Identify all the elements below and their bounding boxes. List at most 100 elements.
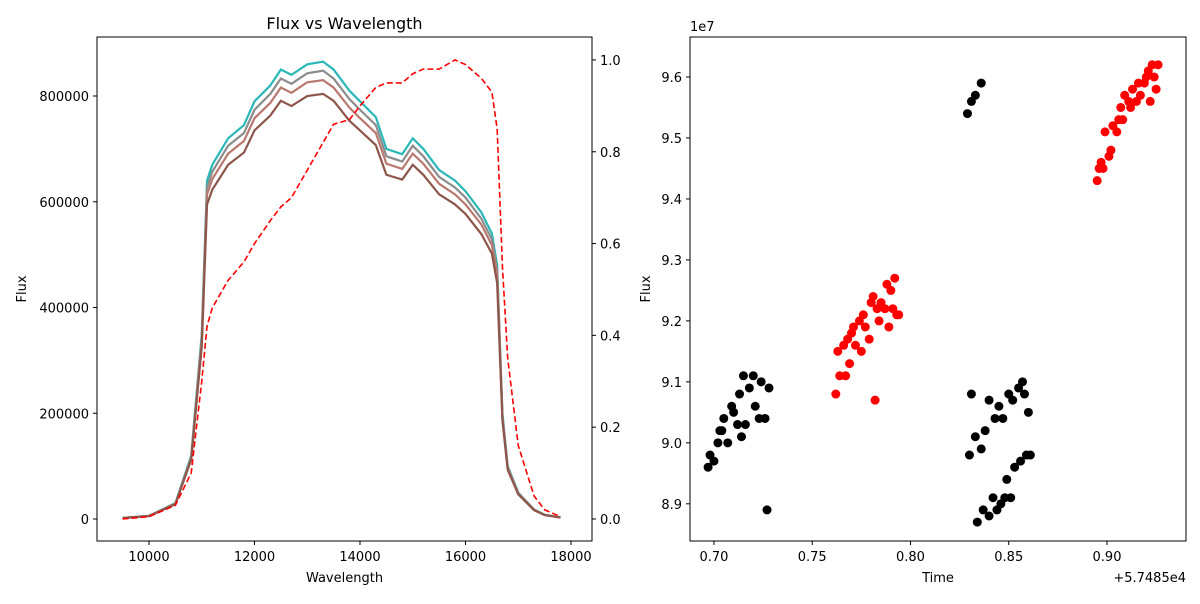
scatter-point [764,383,774,393]
scatter-point [1112,127,1122,137]
scatter-point [1023,407,1033,417]
scatter-point [1002,474,1012,484]
x-axis-label: Time [921,571,954,586]
scatter-point [744,383,754,393]
x-tick-label: 12000 [234,550,275,565]
scatter-point [1126,102,1136,112]
plot-area [122,59,561,520]
scatter-point [1008,395,1018,405]
line-series [122,92,561,520]
scatter-point [980,426,990,436]
scatter-point [894,310,904,320]
scatter-point [1025,450,1035,460]
scatter-point [1016,456,1026,466]
axes-frame [689,36,1187,542]
scatter-point [760,413,770,423]
scatter-point [750,401,760,411]
y-tick-label: 9.4 [661,193,682,208]
scatter-point [890,273,900,283]
scatter-point [841,371,851,381]
scatter-point [1135,90,1145,100]
scatter-point [880,304,890,314]
scatter-point [703,462,713,472]
y-tick-label: 9.1 [661,376,682,391]
scatter-point [1151,84,1161,94]
x-axis-label: Wavelength [306,571,383,586]
x-tick-label: 0.85 [994,550,1023,565]
y-tick-label: 9.3 [661,254,682,269]
x-tick-label: 0.80 [896,550,925,565]
scatter-point [1018,377,1028,387]
x-offset-label: +5.7485e4 [1113,571,1186,586]
y2-tick-label: 0.0 [600,513,621,528]
line-series [122,59,561,520]
x-tick-label: 18000 [550,550,591,565]
scatter-point [831,389,841,399]
scatter-point [1100,127,1110,137]
scatter-point [858,310,868,320]
scatter-point [833,346,843,356]
scatter-point [715,426,725,436]
scatter-point [860,322,870,332]
x-tick-label: 0.70 [699,550,728,565]
scatter-point [962,109,972,119]
scatter-point [1118,115,1128,125]
x-tick-label: 16000 [445,550,486,565]
scatter-point [850,340,860,350]
scatter-point [868,291,878,301]
scatter-point [748,371,758,381]
scatter-point [870,395,880,405]
scatter-point [988,493,998,503]
chart-title: Flux vs Wavelength [266,14,422,33]
y-tick-label: 0 [81,513,89,528]
y-tick-label: 9.5 [661,132,682,147]
x-tick-label: 10000 [128,550,169,565]
y-tick-label: 9.6 [661,71,682,86]
scatter-point [976,78,986,88]
scatter-point [856,346,866,356]
scatter-point [970,432,980,442]
scatter-point [1116,102,1126,112]
scatter-point [886,285,896,295]
scatter-point [972,517,982,527]
scatter-point [736,432,746,442]
scatter-point [1092,176,1102,186]
scatter-point [970,90,980,100]
scatter-point [1098,163,1108,173]
y-tick-label: 600000 [39,196,89,211]
y-axis-label: Flux [15,275,30,302]
y-tick-label: 8.9 [661,498,682,513]
scatter-point [990,413,1000,423]
x-tick-label: 0.75 [798,550,827,565]
scatter-point [964,450,974,460]
scatter-point [1128,84,1138,94]
x-tick-label: 14000 [339,550,380,565]
scatter-point [762,505,772,515]
scatter-point [733,420,743,430]
scatter-point [713,438,723,448]
scatter-point [864,334,874,344]
scatter-point [874,316,884,326]
y-tick-label: 9.2 [661,315,682,330]
scatter-point [848,322,858,332]
scatter-point [884,322,894,332]
scatter-point [984,511,994,521]
scatter-point [740,420,750,430]
scatter-point [1149,72,1159,82]
line-series [122,69,561,520]
y2-tick-label: 0.6 [600,238,621,253]
scatter-point [1153,60,1163,70]
y-tick-label: 800000 [39,90,89,105]
line-series [122,79,561,520]
scatter-point [735,389,745,399]
scatter-point [729,407,739,417]
y-tick-label: 200000 [39,407,89,422]
y2-tick-label: 1.0 [600,54,621,69]
y-axis-label: Flux [639,275,654,302]
axes-frame [96,36,593,542]
scatter-point [1145,96,1155,106]
scatter-point [845,359,855,369]
scatter-point [976,444,986,454]
